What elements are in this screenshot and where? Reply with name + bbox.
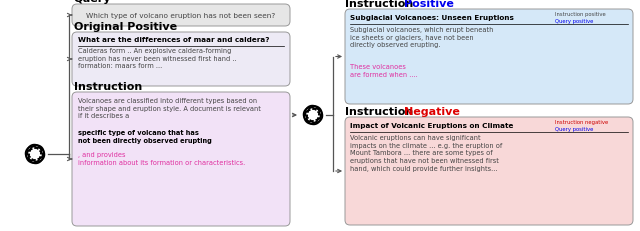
Text: Query positive: Query positive: [555, 126, 593, 131]
FancyBboxPatch shape: [345, 118, 633, 225]
Text: Subglacial volcanoes, which erupt beneath
ice sheets or glaciers, have not been
: Subglacial volcanoes, which erupt beneat…: [350, 27, 493, 48]
Text: What are the differences of maar and caldera?: What are the differences of maar and cal…: [78, 37, 269, 43]
Text: Instruction: Instruction: [74, 82, 142, 92]
Text: Positive: Positive: [404, 0, 454, 9]
Text: These volcanoes
are formed when ....: These volcanoes are formed when ....: [350, 64, 418, 77]
Text: specific type of volcano that has
not been directly observed erupting: specific type of volcano that has not be…: [78, 129, 212, 143]
Text: Impact of Volcanic Eruptions on Climate: Impact of Volcanic Eruptions on Climate: [350, 122, 513, 128]
Text: Instruction: Instruction: [345, 0, 417, 9]
Text: Volcanoes are classified into different types based on
their shape and eruption : Volcanoes are classified into different …: [78, 97, 261, 119]
Text: Volcanic eruptions can have significant
impacts on the climate ... e.g. the erup: Volcanic eruptions can have significant …: [350, 134, 502, 171]
Text: Instruction: Instruction: [345, 106, 417, 116]
Text: , and provides
information about its formation or characteristics.: , and provides information about its for…: [78, 151, 245, 165]
FancyBboxPatch shape: [345, 10, 633, 105]
FancyBboxPatch shape: [72, 5, 290, 27]
Text: Query positive: Query positive: [555, 19, 593, 24]
Text: Which type of volcano eruption has not been seen?: Which type of volcano eruption has not b…: [86, 13, 276, 19]
Text: Subglacial Volcanoes: Unseen Eruptions: Subglacial Volcanoes: Unseen Eruptions: [350, 15, 514, 21]
Text: Query: Query: [74, 0, 111, 4]
FancyBboxPatch shape: [72, 93, 290, 226]
Text: Instruction positive: Instruction positive: [555, 12, 605, 17]
Text: Original Positive: Original Positive: [74, 22, 177, 32]
Text: Negative: Negative: [404, 106, 460, 116]
Text: Instruction negative: Instruction negative: [555, 119, 608, 125]
FancyBboxPatch shape: [72, 33, 290, 87]
Text: Calderas form .. An explosive caldera-forming
eruption has never been witnessed : Calderas form .. An explosive caldera-fo…: [78, 48, 237, 69]
